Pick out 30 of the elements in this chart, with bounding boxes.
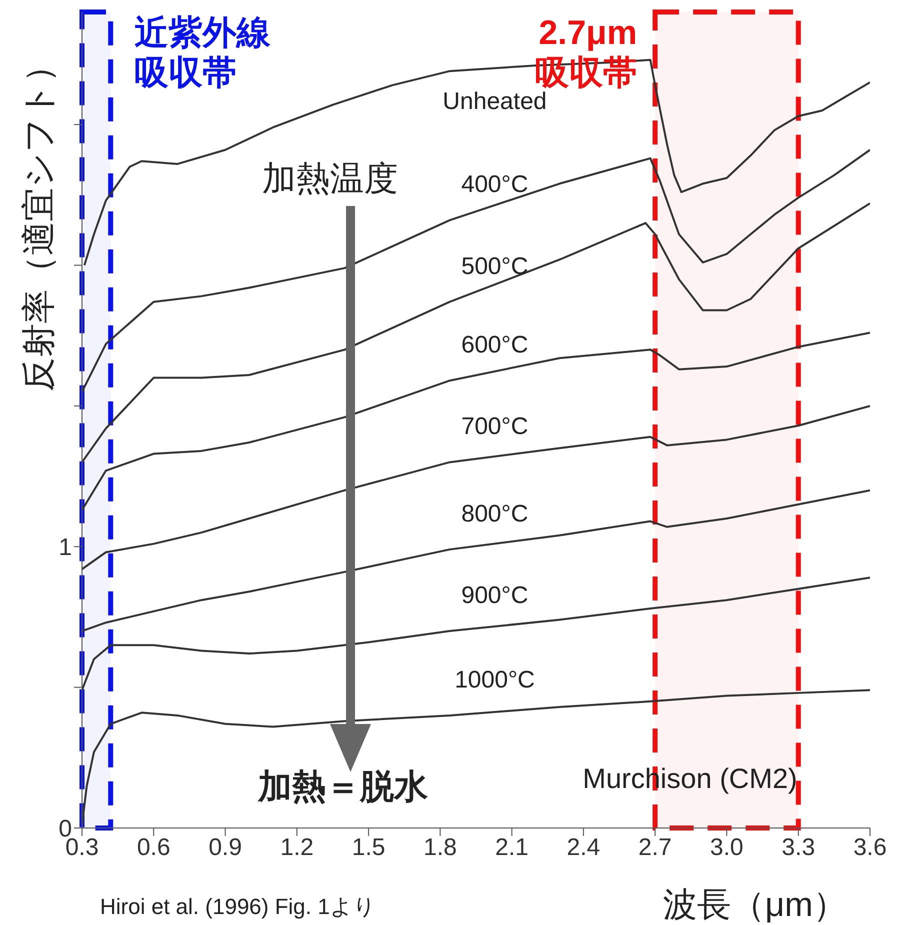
x-tick-label: 1.8 <box>423 834 457 862</box>
x-tick-label: 0.9 <box>208 834 242 862</box>
series-label: 400°C <box>461 171 528 198</box>
series-label: 700°C <box>461 413 528 440</box>
annotation: 加熱＝脱水 <box>257 768 428 806</box>
x-tick-label: 1.2 <box>280 834 314 862</box>
line-series <box>82 148 870 393</box>
line-series <box>82 576 870 692</box>
x-tick-label: 2.1 <box>495 834 529 862</box>
x-tick-label: 3.3 <box>782 834 816 862</box>
text: Hiroi et al. (1996) Fig. 1より <box>100 894 376 919</box>
band-label: 近紫外線吸収帯 <box>134 14 272 92</box>
line-series <box>82 404 870 570</box>
series-label: 900°C <box>461 582 528 610</box>
series-label: 600°C <box>461 332 528 359</box>
y-axis-title: 反射率（適宜シフト） <box>20 48 58 392</box>
x-tick-label: 2.4 <box>566 834 600 862</box>
line-series <box>82 489 870 632</box>
x-tick-label: 3.0 <box>710 834 744 862</box>
series-label: 1000°C <box>454 666 535 694</box>
x-axis-title: 波長（μm） <box>663 886 847 924</box>
x-tick-label: 3.6 <box>853 834 887 862</box>
series-label: 500°C <box>461 252 528 280</box>
annotation: 加熱温度 <box>262 160 398 198</box>
x-tick-label: 1.5 <box>352 834 386 862</box>
x-tick-label: 0.6 <box>136 834 170 862</box>
line-series <box>82 202 870 464</box>
y-tick-label: 1 <box>58 534 72 562</box>
x-tick-label: 2.7 <box>638 834 672 862</box>
series-label: 800°C <box>461 500 528 528</box>
